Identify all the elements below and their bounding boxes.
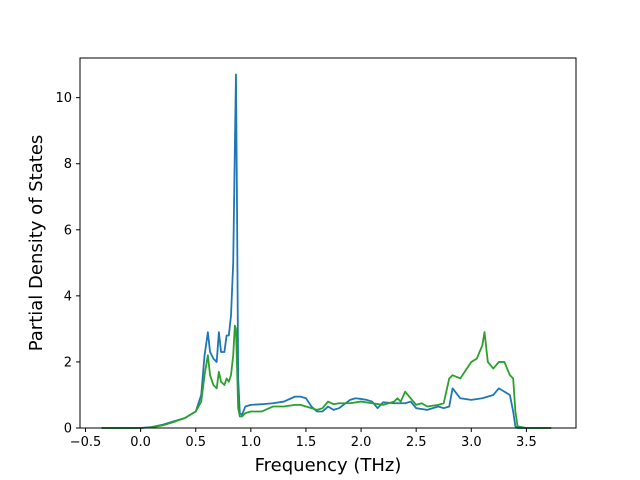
x-tick-label: 2.0	[351, 435, 372, 450]
x-tick-label: 2.5	[406, 435, 427, 450]
x-tick-label: 1.5	[296, 435, 317, 450]
x-axis-ticks: −0.5 0.0 0.5 1.0 1.5 2.0 2.5 3.0 3.5	[70, 428, 537, 450]
x-axis-label: Frequency (THz)	[255, 455, 402, 476]
y-tick-label: 2	[64, 355, 72, 370]
y-tick-label: 0	[64, 422, 72, 437]
y-tick-label: 6	[64, 223, 72, 238]
x-tick-label: 3.0	[461, 435, 482, 450]
y-tick-label: 8	[64, 157, 72, 172]
y-axis-ticks: 0 2 4 6 8 10	[55, 91, 80, 437]
x-tick-label: −0.5	[70, 435, 102, 450]
y-tick-label: 10	[55, 91, 72, 106]
series-layer	[101, 73, 552, 429]
x-tick-label: 0.0	[130, 435, 151, 450]
plot-frame	[79, 57, 577, 429]
y-tick-label: 4	[64, 289, 72, 304]
x-tick-label: 3.5	[516, 435, 537, 450]
x-tick-label: 1.0	[241, 435, 262, 450]
y-axis-label: Partial Density of States	[26, 135, 47, 352]
series-line-2	[101, 324, 552, 429]
x-tick-label: 0.5	[185, 435, 206, 450]
series-line-1	[101, 73, 552, 429]
